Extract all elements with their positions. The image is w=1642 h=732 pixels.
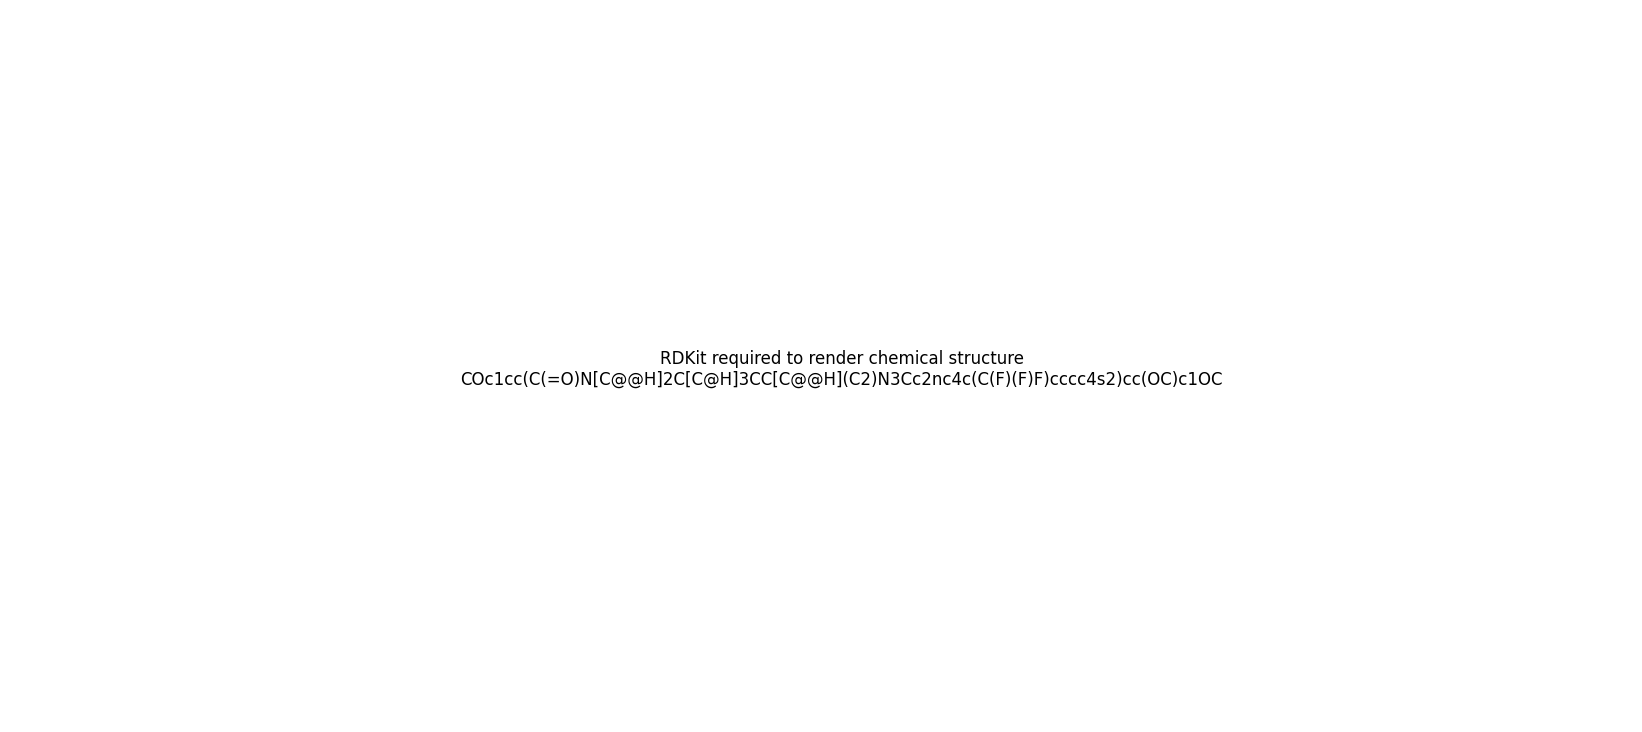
Text: RDKit required to render chemical structure
COc1cc(C(=O)N[C@@H]2C[C@H]3CC[C@@H](: RDKit required to render chemical struct… [460,350,1223,389]
